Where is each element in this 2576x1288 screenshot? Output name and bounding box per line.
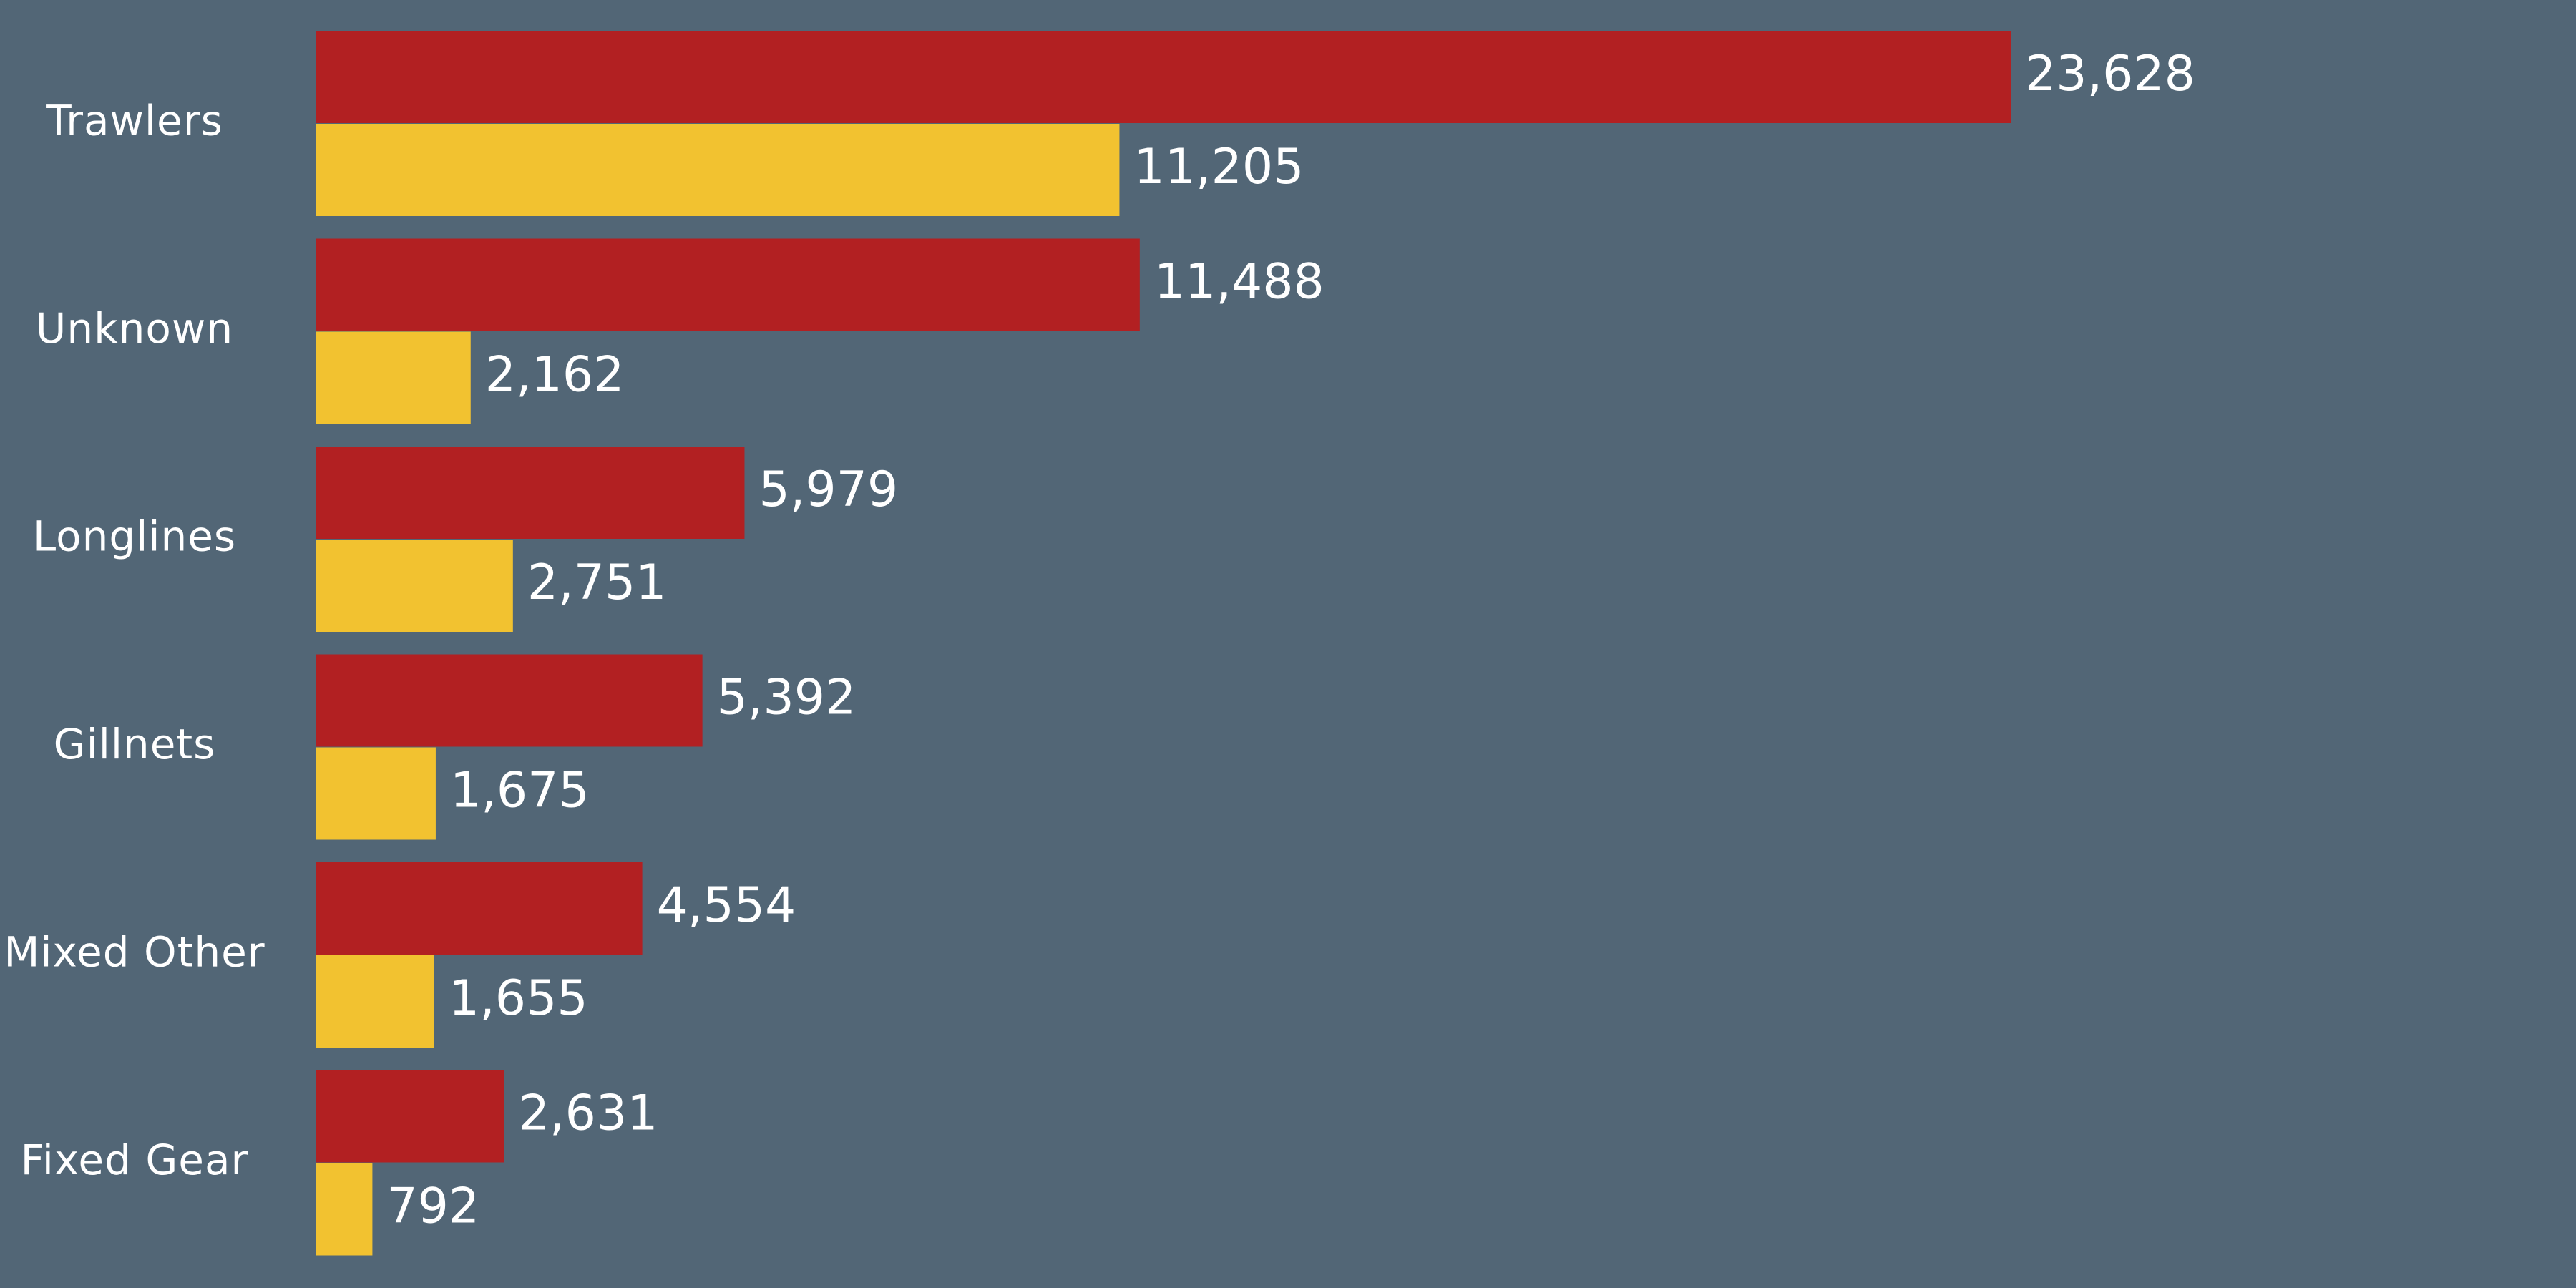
value-label-mixed-other-series-1: 4,554 <box>657 877 796 934</box>
category-axis-labels: Trawlers Unknown Longlines Gillnets Mixed Ot… <box>4 97 265 1185</box>
bar-unknown-series-2 <box>316 331 471 424</box>
value-label-unknown-series-2: 2,162 <box>485 347 625 404</box>
bar-unknown-series-1 <box>316 238 1140 331</box>
category-label-gillnets: Gillnets <box>54 720 216 769</box>
bar-series <box>316 31 2011 1256</box>
value-label-fixed-gear-series-2: 792 <box>386 1179 479 1235</box>
category-label-unknown: Unknown <box>36 304 233 353</box>
bar-value-labels: 23,628 11,205 11,488 2,162 5,979 2,751 5,392 1,… <box>386 46 2195 1235</box>
bar-gillnets-series-1 <box>316 654 703 747</box>
value-label-gillnets-series-1: 5,392 <box>717 670 857 726</box>
bar-fixed-gear-series-2 <box>316 1163 373 1256</box>
bar-trawlers-series-1 <box>316 31 2011 123</box>
category-label-fixed-gear: Fixed Gear <box>21 1136 249 1184</box>
bar-fixed-gear-series-1 <box>316 1070 504 1163</box>
bar-trawlers-series-2 <box>316 124 1120 216</box>
bar-gillnets-series-2 <box>316 747 436 840</box>
category-label-trawlers: Trawlers <box>45 97 223 145</box>
bar-longlines-series-1 <box>316 447 745 539</box>
bar-longlines-series-2 <box>316 540 513 632</box>
value-label-unknown-series-1: 11,488 <box>1154 254 1324 311</box>
value-label-trawlers-series-1: 23,628 <box>2025 46 2195 102</box>
value-label-gillnets-series-2: 1,675 <box>450 763 590 819</box>
value-label-mixed-other-series-2: 1,655 <box>449 970 588 1027</box>
category-label-mixed-other: Mixed Other <box>4 928 265 977</box>
value-label-trawlers-series-2: 11,205 <box>1133 139 1304 195</box>
category-label-longlines: Longlines <box>33 512 236 561</box>
bar-mixed-other-series-1 <box>316 862 643 955</box>
value-label-fixed-gear-series-1: 2,631 <box>519 1085 658 1142</box>
value-label-longlines-series-2: 2,751 <box>527 555 667 611</box>
bar-mixed-other-series-2 <box>316 955 434 1048</box>
value-label-longlines-series-1: 5,979 <box>758 462 898 518</box>
